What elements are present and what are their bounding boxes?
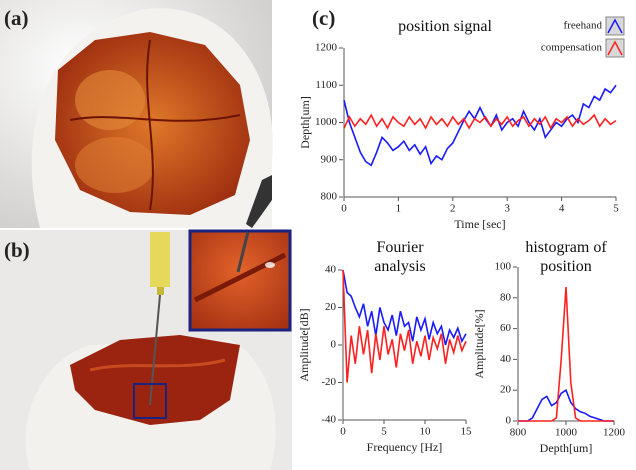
y-tick-label: 40 — [325, 264, 337, 276]
x-tick-label: 15 — [461, 426, 473, 438]
legend-line — [607, 18, 623, 34]
series-line — [343, 84, 617, 167]
panel-label: (b) — [4, 238, 30, 262]
x-axis-label: Time [sec] — [454, 217, 505, 231]
x-tick-label: 1000 — [555, 427, 578, 439]
panel-label: (a) — [4, 6, 29, 30]
y-tick-label: 60 — [500, 322, 512, 334]
x-tick-label: 5 — [613, 203, 619, 215]
legend-swatch — [605, 38, 625, 58]
x-tick-label: 5 — [381, 426, 387, 438]
panel-label: (c) — [312, 6, 335, 30]
series-line — [518, 388, 614, 422]
series-line — [342, 269, 467, 346]
photo-a — [0, 0, 273, 228]
x-tick-label: 1200 — [603, 427, 626, 439]
y-tick-label: 800 — [321, 191, 338, 203]
y-axis-label: Amplitude[%] — [472, 309, 486, 378]
x-tick-label: 10 — [420, 426, 432, 438]
y-tick-label: 20 — [325, 301, 337, 313]
x-axis-label: Depth[um] — [540, 441, 593, 455]
y-tick-label: 20 — [500, 384, 512, 396]
legend-label: compensation — [541, 42, 603, 54]
y-tick-label: 40 — [500, 353, 512, 365]
y-tick-label: -20 — [321, 376, 336, 388]
x-tick-label: 2 — [450, 203, 456, 215]
x-tick-label: 0 — [341, 203, 347, 215]
y-tick-label: 1100 — [315, 79, 337, 91]
chart-title: Fourier analysis — [374, 239, 426, 275]
y-tick-label: 1000 — [315, 116, 338, 128]
series-line — [342, 269, 467, 383]
series-line — [343, 113, 617, 130]
x-tick-label: 800 — [510, 427, 527, 439]
series-line — [518, 286, 614, 422]
y-tick-label: 0 — [506, 415, 512, 427]
chart-title: position signal — [398, 18, 492, 35]
legend-line — [607, 40, 623, 56]
x-axis-label: Frequency [Hz] — [367, 440, 443, 454]
y-tick-label: -40 — [321, 414, 336, 426]
y-tick-label: 900 — [321, 153, 338, 165]
chart-title: histogram of position — [525, 239, 607, 275]
x-tick-label: 4 — [559, 203, 565, 215]
legend-label: freehand — [564, 20, 603, 32]
photo-b — [0, 229, 292, 470]
x-tick-label: 1 — [396, 203, 402, 215]
y-tick-label: 0 — [331, 339, 337, 351]
y-axis-label: Depth[um] — [298, 96, 312, 149]
y-tick-label: 1200 — [315, 42, 338, 54]
legend-swatch — [605, 16, 625, 36]
x-tick-label: 3 — [504, 203, 510, 215]
y-tick-label: 80 — [500, 291, 512, 303]
x-tick-label: 0 — [340, 426, 346, 438]
y-tick-label: 100 — [495, 261, 512, 273]
y-axis-label: Amplitude[dB] — [297, 308, 311, 381]
